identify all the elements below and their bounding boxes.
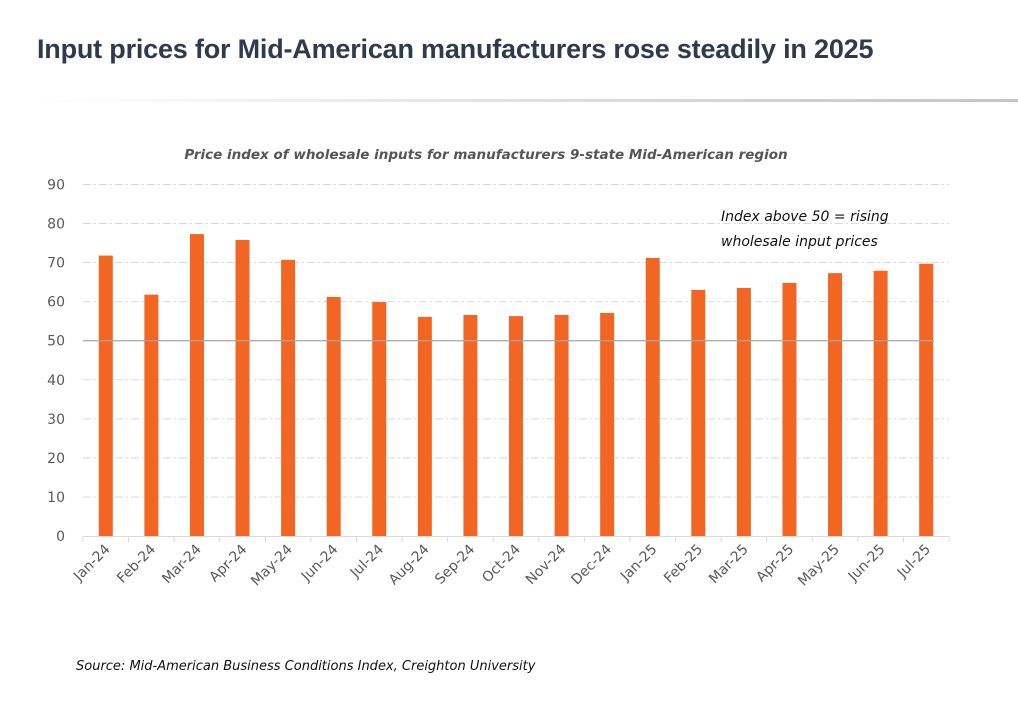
- x-tick-label: Jun-24: [298, 541, 342, 585]
- bar: [554, 314, 569, 536]
- x-tick-label: Jan-25: [617, 542, 660, 585]
- y-tick-label: 0: [56, 529, 65, 545]
- bar: [645, 257, 660, 536]
- bar: [691, 289, 706, 536]
- x-tick-label: May-25: [795, 542, 843, 590]
- x-tick-label: Dec-24: [568, 541, 615, 588]
- y-tick-label: 20: [47, 451, 65, 467]
- y-tick-label: 60: [47, 295, 65, 311]
- x-tick-label: Mar-24: [159, 541, 205, 587]
- y-tick-label: 80: [47, 217, 65, 233]
- x-tick-label: Feb-24: [114, 541, 159, 586]
- bars: [98, 234, 934, 536]
- x-tick-label: May-24: [248, 541, 296, 589]
- bar: [98, 255, 113, 536]
- x-axis: [82, 536, 950, 542]
- bar: [828, 273, 843, 536]
- x-tick-label: Jul-24: [347, 541, 387, 581]
- bar: [600, 312, 615, 536]
- source-note: Source: Mid-American Business Conditions…: [76, 659, 536, 674]
- bar: [782, 282, 797, 536]
- y-tick-label: 10: [47, 490, 65, 506]
- bar: [509, 316, 523, 536]
- bar: [189, 234, 204, 536]
- bar: [326, 296, 341, 536]
- x-tick-label: Apr-24: [206, 541, 250, 585]
- bar: [372, 302, 387, 536]
- y-axis-tick-labels: 0 10 20 30 40 50 60 70 80 90: [47, 178, 65, 546]
- annotation-line-2: wholesale input prices: [721, 234, 878, 250]
- y-tick-label: 40: [47, 373, 65, 389]
- chart-title: Price index of wholesale inputs for manu…: [184, 147, 787, 163]
- x-tick-label: Nov-24: [523, 541, 570, 588]
- bar: [144, 294, 159, 536]
- x-tick-label: Jul-25: [894, 542, 934, 582]
- y-tick-label: 50: [47, 334, 65, 350]
- bar: [873, 270, 888, 536]
- annotation-line-1: Index above 50 = rising: [721, 209, 889, 225]
- gridlines: [83, 184, 949, 498]
- bar: [736, 287, 751, 536]
- x-tick-label: Mar-25: [706, 542, 752, 588]
- x-tick-label: Feb-25: [661, 542, 706, 587]
- x-tick-label: Jan-24: [70, 541, 114, 585]
- bar: [919, 263, 934, 536]
- x-tick-label: Oct-24: [479, 541, 524, 586]
- x-tick-label: Apr-25: [753, 542, 797, 586]
- x-tick-label: Jun-25: [845, 542, 889, 586]
- y-tick-label: 30: [47, 412, 65, 428]
- y-tick-label: 70: [47, 256, 65, 272]
- bar: [463, 314, 478, 536]
- x-tick-label: Aug-24: [386, 541, 433, 588]
- y-tick-label: 90: [47, 178, 65, 194]
- title-divider: [30, 99, 1018, 102]
- page-title: Input prices for Mid-American manufactur…: [37, 34, 874, 64]
- bar: [235, 239, 250, 536]
- x-tick-label: Sep-24: [432, 541, 478, 587]
- bar: [281, 259, 296, 536]
- bar: [417, 316, 432, 536]
